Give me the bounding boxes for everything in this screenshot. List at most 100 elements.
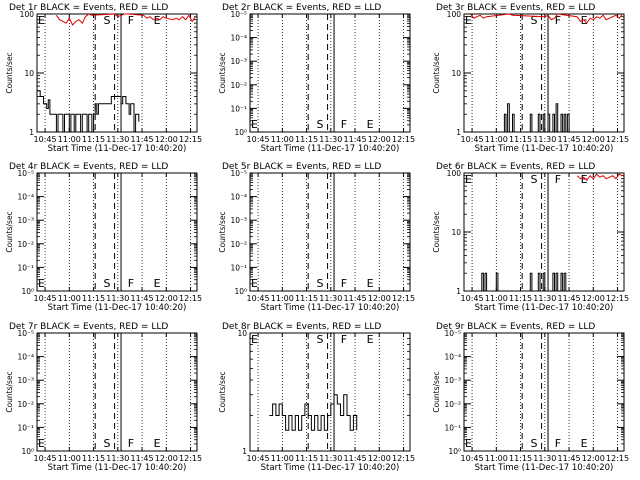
plot-frame	[249, 332, 411, 452]
x-tick-label: 12:15	[606, 294, 629, 303]
x-tick-label: 12:00	[582, 454, 605, 463]
x-tick-label: 11:00	[485, 135, 508, 144]
event-label-E-start: E	[465, 437, 472, 450]
event-label-F: F	[555, 14, 561, 27]
x-tick-label: 11:45	[131, 294, 154, 303]
x-tick-label: 11:15	[509, 135, 532, 144]
x-tick-label: 12:15	[606, 135, 629, 144]
plot-frame	[36, 172, 198, 292]
x-tick-label: 12:00	[368, 294, 391, 303]
y-tick-label: 100	[20, 10, 35, 19]
y-tick-label: 1	[456, 128, 461, 137]
y-tick-label: 10⁻⁵	[230, 169, 247, 178]
y-tick-label: 10⁻²	[230, 81, 247, 90]
event-label-E-start: E	[38, 277, 45, 290]
event-label-S: S	[103, 14, 110, 27]
x-tick-label: 11:30	[533, 454, 556, 463]
x-tick-label: 11:00	[58, 454, 81, 463]
panel-title: Det 6r BLACK = Events, RED = LLD	[436, 162, 595, 172]
x-axis-label: Start Time (11-Dec-17 10:40:20)	[261, 303, 400, 313]
x-axis-label: Start Time (11-Dec-17 10:40:20)	[475, 303, 614, 313]
y-tick-label: 10⁻¹	[230, 263, 247, 272]
x-tick-label: 11:30	[533, 294, 556, 303]
y-tick-label: 10	[451, 228, 461, 237]
event-label-F: F	[341, 277, 347, 290]
y-tick-label: 10⁻⁴	[444, 353, 461, 362]
event-label-E-start: E	[465, 173, 472, 186]
x-tick-label: 12:00	[155, 294, 178, 303]
event-label-S: S	[103, 277, 110, 290]
event-label-S: S	[316, 118, 323, 131]
event-label-F: F	[341, 333, 347, 346]
x-tick-label: 12:00	[582, 135, 605, 144]
x-tick-label: 11:30	[533, 135, 556, 144]
event-label-E-start: E	[38, 14, 45, 27]
event-label-S: S	[316, 277, 323, 290]
y-tick-label: 10⁻¹	[17, 263, 34, 272]
plot-frame	[36, 332, 198, 452]
x-tick-label: 11:00	[271, 294, 294, 303]
x-tick-label: 10:45	[34, 294, 57, 303]
y-axis-label: Counts/sec	[218, 211, 227, 252]
y-tick-label: 10⁻⁴	[17, 353, 34, 362]
x-tick-label: 11:00	[271, 454, 294, 463]
y-tick-label: 10⁻⁵	[17, 169, 34, 178]
event-label-S: S	[103, 437, 110, 450]
lld-series	[55, 13, 196, 26]
x-tick-label: 12:15	[179, 135, 202, 144]
x-tick-label: 10:45	[461, 294, 484, 303]
panel-title: Det 7r BLACK = Events, RED = LLD	[9, 322, 168, 332]
events-series	[502, 103, 570, 133]
y-tick-label: 10⁻³	[17, 216, 34, 225]
event-label-E-start: E	[465, 14, 472, 27]
y-tick-label: 10⁻⁴	[17, 193, 34, 202]
x-tick-label: 11:15	[295, 294, 318, 303]
x-tick-label: 11:45	[344, 294, 367, 303]
event-label-E: E	[154, 14, 161, 27]
x-tick-label: 11:00	[58, 294, 81, 303]
y-tick-label: 10⁻⁴	[230, 193, 247, 202]
y-axis-label: Counts/sec	[218, 52, 227, 93]
event-label-F: F	[555, 173, 561, 186]
x-tick-label: 11:45	[558, 294, 581, 303]
lld-series	[576, 173, 623, 182]
plot-frame	[463, 332, 625, 452]
events-series	[269, 394, 358, 431]
y-tick-label: 10⁻⁴	[230, 34, 247, 43]
event-label-E-start: E	[251, 333, 258, 346]
event-label-E: E	[154, 277, 161, 290]
x-tick-label: 12:00	[155, 135, 178, 144]
x-tick-label: 11:30	[106, 454, 129, 463]
x-tick-label: 11:15	[82, 135, 105, 144]
y-tick-label: 10⁻¹	[444, 423, 461, 432]
y-tick-label: 10⁻³	[17, 376, 34, 385]
event-label-F: F	[555, 437, 561, 450]
y-tick-label: 10⁰	[21, 447, 34, 456]
x-tick-label: 11:15	[82, 294, 105, 303]
event-label-E: E	[154, 437, 161, 450]
x-tick-label: 11:00	[485, 294, 508, 303]
x-tick-label: 11:30	[106, 294, 129, 303]
y-tick-label: 10⁻²	[17, 400, 34, 409]
y-axis-label: Counts/sec	[5, 371, 14, 412]
event-label-F: F	[128, 437, 134, 450]
y-tick-label: 10⁰	[234, 287, 247, 296]
y-tick-label: 10⁰	[21, 287, 34, 296]
x-tick-label: 11:45	[558, 135, 581, 144]
x-tick-label: 11:15	[295, 135, 318, 144]
panel-title: Det 9r BLACK = Events, RED = LLD	[436, 322, 595, 332]
event-label-S: S	[316, 333, 323, 346]
x-tick-label: 11:45	[131, 454, 154, 463]
y-tick-label: 10⁻¹	[17, 423, 34, 432]
panel-title: Det 5r BLACK = Events, RED = LLD	[222, 162, 381, 172]
x-axis-label: Start Time (11-Dec-17 10:40:20)	[475, 144, 614, 154]
x-tick-label: 11:30	[319, 135, 342, 144]
events-series	[480, 272, 567, 292]
